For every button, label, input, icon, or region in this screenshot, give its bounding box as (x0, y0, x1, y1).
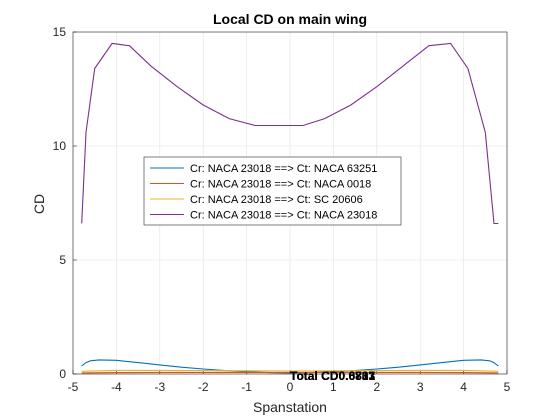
x-tick-label: -2 (198, 380, 209, 394)
chart-title: Local CD on main wing (213, 11, 367, 27)
legend-label: Cr: NACA 23018 ==> Ct: NACA 0018 (190, 179, 371, 191)
series-line-3 (81, 369, 499, 372)
axis-ticks: -5 -4 -3 -2 -1 0 1 2 3 4 5 0 5 10 15 (53, 25, 511, 394)
total-cd-annotation: Total CD0.6833 (290, 369, 375, 383)
legend-label: Cr: NACA 23018 ==> Ct: SC 20606 (190, 194, 363, 206)
x-tick-label: 2 (373, 380, 380, 394)
y-tick-label: 0 (59, 367, 66, 381)
x-tick-label: 0 (287, 380, 294, 394)
x-tick-label: 1 (330, 380, 337, 394)
legend-label: Cr: NACA 23018 ==> Ct: NACA 23018 (190, 210, 377, 222)
x-tick-label: -3 (154, 380, 165, 394)
series-group (81, 42, 499, 374)
y-tick-label: 10 (53, 139, 67, 153)
x-axis-label: Spanstation (253, 399, 327, 415)
legend-label: Cr: NACA 23018 ==> Ct: NACA 63251 (190, 163, 377, 175)
y-tick-label: 5 (59, 253, 66, 267)
x-tick-label: -1 (241, 380, 252, 394)
legend-box (143, 156, 402, 226)
series-line-4 (81, 42, 499, 225)
total-cd-annotation: Total CD0.0703 (290, 369, 375, 383)
total-cd-annotation: Total CD0.6831 (290, 369, 375, 383)
total-cd-annotation: Total CD0.6817 (290, 369, 375, 383)
x-tick-label: 4 (460, 380, 467, 394)
legend: Cr: NACA 23018 ==> Ct: NACA 63251 Cr: NAC… (143, 156, 402, 226)
x-tick-label: -5 (68, 380, 79, 394)
series-line-2 (81, 371, 499, 374)
x-tick-label: 3 (417, 380, 424, 394)
y-tick-label: 15 (53, 25, 67, 39)
y-axis-label: CD (31, 194, 47, 214)
x-tick-label: -4 (111, 380, 122, 394)
x-tick-label: 5 (504, 380, 511, 394)
